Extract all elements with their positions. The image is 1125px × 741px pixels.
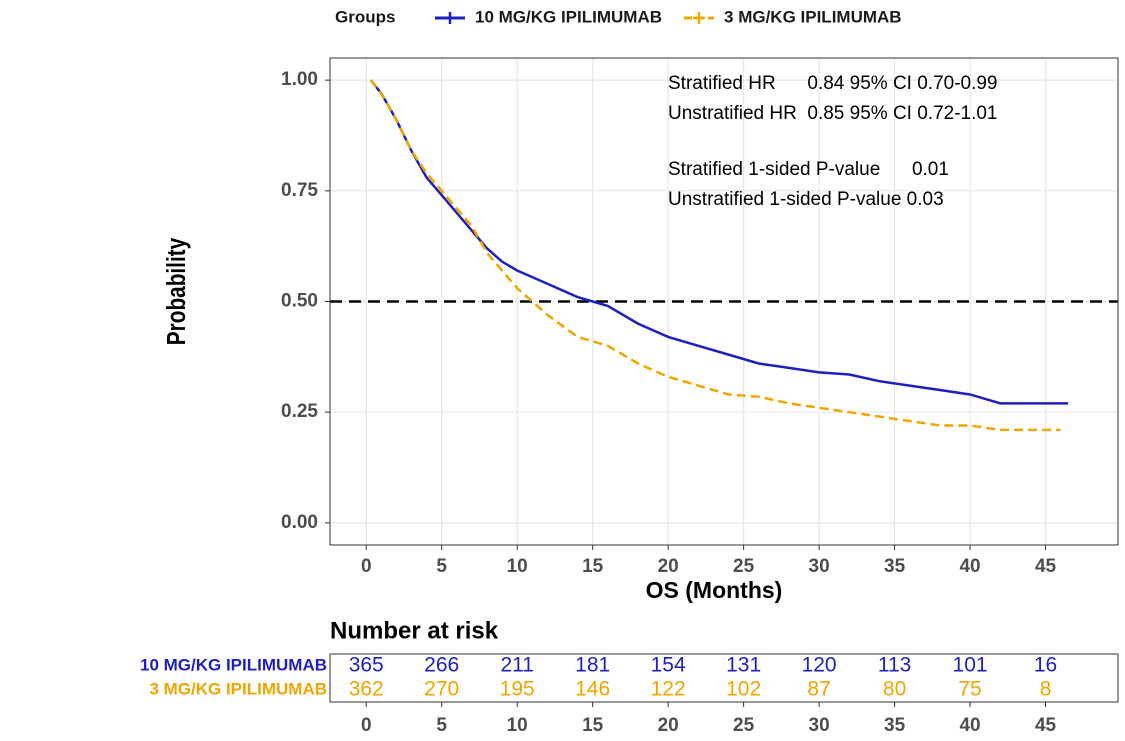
risk-x-tick-label: 35 [884,715,906,736]
risk-value: 146 [575,678,610,701]
risk-x-tick-label: 25 [733,715,755,736]
legend-title: Groups [335,7,395,26]
x-tick-label: 35 [884,556,906,577]
risk-value: 211 [500,654,533,677]
risk-value: 270 [424,678,459,701]
legend-label: 10 MG/KG IPILIMUMAB [475,7,662,26]
x-tick-label: 40 [959,556,980,577]
legend-marker [444,12,456,24]
risk-value: 362 [349,678,384,701]
risk-value: 122 [651,678,686,701]
risk-value: 75 [958,678,981,701]
y-tick-label: 0.75 [281,180,318,201]
risk-x-tick-label: 30 [809,715,830,736]
risk-x-tick-label: 40 [959,715,980,736]
x-tick-label: 25 [733,556,755,577]
y-tick-label: 0.00 [281,512,318,533]
risk-value: 365 [349,654,384,677]
y-tick-label: 0.25 [281,401,318,422]
risk-x-tick-label: 45 [1035,715,1057,736]
risk-value: 131 [726,654,761,677]
risk-x-tick-label: 10 [507,715,528,736]
risk-value: 120 [802,654,837,677]
legend-item: 10 MG/KG IPILIMUMAB [435,7,662,26]
y-tick-label: 1.00 [281,69,318,90]
x-tick-label: 5 [436,556,447,577]
survival-curve [369,79,1069,405]
risk-value: 154 [651,654,686,677]
risk-table-title: Number at risk [330,617,499,644]
risk-value: 8 [1040,678,1052,701]
legend-label: 3 MG/KG IPILIMUMAB [724,7,902,26]
annotation: Unstratified HR 0.85 95% CI 0.72-1.01 [668,103,998,124]
risk-value: 80 [883,678,906,701]
risk-row-label: 10 MG/KG IPILIMUMAB [140,655,327,674]
x-tick-label: 15 [582,556,604,577]
risk-x-tick-label: 5 [436,715,447,736]
legend-marker [693,12,706,24]
annotation: Stratified HR 0.84 95% CI 0.70-0.99 [668,73,998,94]
x-tick-label: 30 [809,556,830,577]
legend-item: 3 MG/KG IPILIMUMAB [684,7,902,26]
risk-value: 16 [1034,654,1057,677]
risk-value: 102 [726,678,761,701]
risk-row-label: 3 MG/KG IPILIMUMAB [149,679,327,698]
risk-value: 113 [878,654,911,677]
risk-value: 101 [953,654,988,677]
x-tick-label: 0 [361,556,372,577]
risk-value: 181 [575,654,610,677]
y-tick-label: 0.50 [281,291,318,312]
annotation: Stratified 1-sided P-value 0.01 [668,159,949,180]
risk-x-tick-label: 0 [361,715,372,736]
survival-curve [369,79,1061,432]
x-tick-label: 20 [658,556,679,577]
risk-table-frame [329,653,1119,703]
y-axis-label: Probability [162,238,191,345]
risk-value: 195 [500,678,535,701]
x-tick-label: 10 [507,556,528,577]
x-tick-label: 45 [1035,556,1057,577]
annotation: Unstratified 1-sided P-value 0.03 [668,189,944,210]
x-axis-label: OS (Months) [646,577,783,603]
risk-value: 266 [424,654,459,677]
risk-value: 87 [807,678,830,701]
risk-x-tick-label: 20 [658,715,679,736]
risk-x-tick-label: 15 [582,715,604,736]
